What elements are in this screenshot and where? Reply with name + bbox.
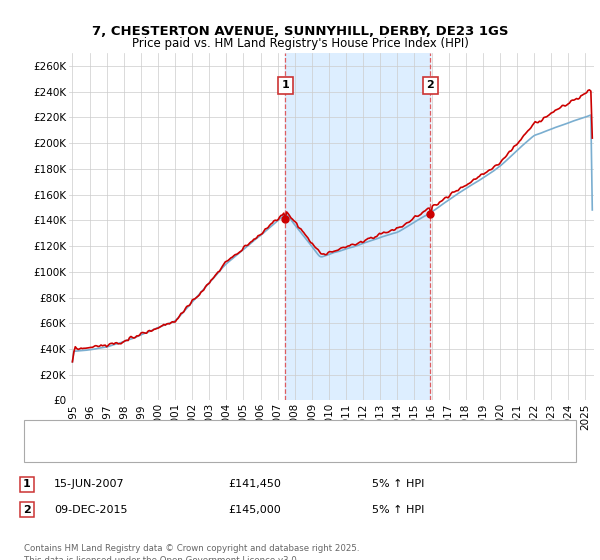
Text: ——: —— bbox=[42, 425, 67, 438]
Text: 15-JUN-2007: 15-JUN-2007 bbox=[54, 479, 125, 489]
Bar bbox=[286, 53, 430, 400]
Text: 7, CHESTERTON AVENUE, SUNNYHILL, DERBY, DE23 1GS (semi-detached house): 7, CHESTERTON AVENUE, SUNNYHILL, DERBY, … bbox=[78, 427, 470, 437]
Text: 2: 2 bbox=[427, 80, 434, 90]
Text: 1: 1 bbox=[23, 479, 31, 489]
Text: 2: 2 bbox=[23, 505, 31, 515]
Text: 5% ↑ HPI: 5% ↑ HPI bbox=[372, 505, 424, 515]
Text: Contains HM Land Registry data © Crown copyright and database right 2025.
This d: Contains HM Land Registry data © Crown c… bbox=[24, 544, 359, 560]
Text: £141,450: £141,450 bbox=[228, 479, 281, 489]
Text: 09-DEC-2015: 09-DEC-2015 bbox=[54, 505, 128, 515]
Text: 1: 1 bbox=[281, 80, 289, 90]
Text: 7, CHESTERTON AVENUE, SUNNYHILL, DERBY, DE23 1GS: 7, CHESTERTON AVENUE, SUNNYHILL, DERBY, … bbox=[92, 25, 508, 38]
Text: 5% ↑ HPI: 5% ↑ HPI bbox=[372, 479, 424, 489]
Text: £145,000: £145,000 bbox=[228, 505, 281, 515]
Text: ——: —— bbox=[42, 444, 67, 457]
Text: Price paid vs. HM Land Registry's House Price Index (HPI): Price paid vs. HM Land Registry's House … bbox=[131, 37, 469, 50]
Text: HPI: Average price, semi-detached house, City of Derby: HPI: Average price, semi-detached house,… bbox=[78, 445, 350, 455]
